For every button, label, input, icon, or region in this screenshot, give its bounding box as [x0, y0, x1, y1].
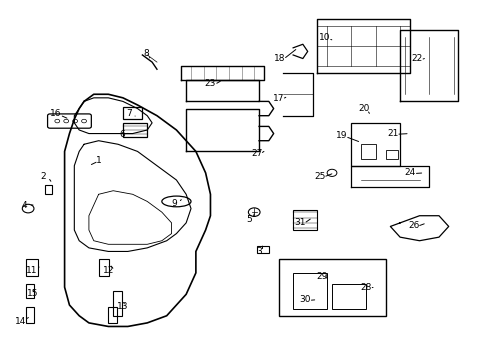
Text: 20: 20: [357, 104, 368, 113]
Bar: [256, 246, 268, 253]
Text: 24: 24: [404, 168, 415, 177]
Text: 11: 11: [26, 266, 37, 275]
Text: 9: 9: [171, 199, 177, 208]
Bar: [108, 307, 117, 323]
Text: 28: 28: [360, 283, 371, 292]
Text: 21: 21: [386, 129, 398, 138]
Bar: [122, 107, 142, 119]
Text: 14: 14: [15, 316, 26, 325]
Text: 7: 7: [125, 109, 131, 118]
Bar: [122, 123, 147, 137]
Bar: [292, 210, 317, 230]
Text: 6: 6: [119, 130, 124, 139]
Text: 2: 2: [40, 172, 45, 181]
Text: 26: 26: [407, 221, 419, 230]
Text: 16: 16: [50, 109, 61, 118]
Bar: [292, 273, 326, 309]
Bar: [45, 185, 52, 194]
Text: 10: 10: [318, 33, 329, 42]
Text: 22: 22: [410, 54, 422, 63]
Text: 19: 19: [335, 131, 347, 140]
Bar: [26, 284, 34, 298]
Bar: [361, 144, 375, 158]
Text: 5: 5: [246, 215, 252, 224]
Bar: [99, 258, 109, 276]
Bar: [331, 284, 366, 309]
Text: 1: 1: [96, 156, 102, 165]
Text: 17: 17: [272, 94, 284, 103]
Text: 29: 29: [316, 272, 327, 281]
Bar: [278, 258, 385, 316]
Text: 25: 25: [313, 172, 325, 181]
Text: 27: 27: [250, 149, 262, 158]
Text: 30: 30: [299, 295, 310, 304]
Text: 4: 4: [22, 201, 27, 210]
Bar: [113, 291, 122, 316]
Text: 15: 15: [27, 289, 39, 298]
Bar: [26, 307, 34, 323]
Text: 3: 3: [256, 247, 262, 256]
Text: 31: 31: [294, 219, 305, 228]
Text: 8: 8: [143, 49, 149, 58]
Text: 23: 23: [204, 79, 216, 88]
Text: 13: 13: [117, 302, 128, 311]
Bar: [385, 150, 397, 158]
Bar: [26, 258, 38, 276]
Text: 12: 12: [102, 266, 114, 275]
Text: 18: 18: [274, 54, 285, 63]
Bar: [351, 123, 399, 166]
